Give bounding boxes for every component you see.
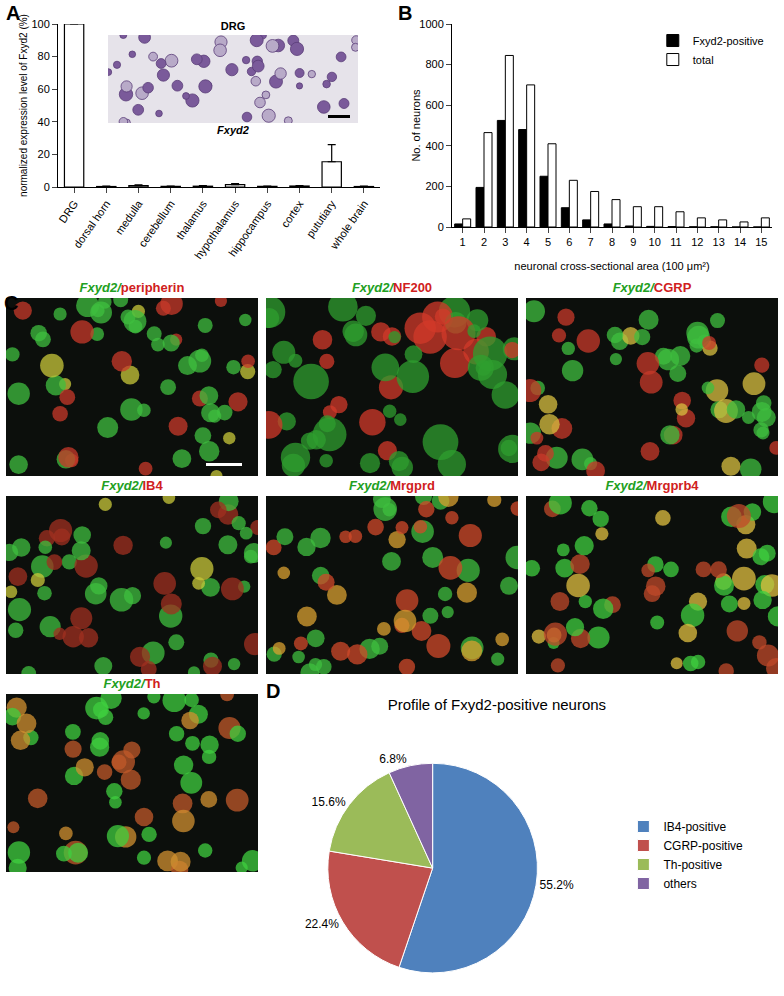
svg-text:0: 0	[438, 221, 444, 233]
svg-text:hippocampus: hippocampus	[226, 198, 274, 259]
svg-text:11: 11	[670, 236, 681, 248]
svg-text:400: 400	[425, 140, 443, 152]
svg-text:800: 800	[425, 58, 443, 70]
svg-text:7: 7	[588, 236, 594, 248]
svg-text:60: 60	[38, 83, 50, 95]
svg-text:hypothalamus: hypothalamus	[192, 198, 241, 261]
svg-text:whole brain: whole brain	[327, 198, 370, 252]
svg-text:Profile of Fxyd2-positive neur: Profile of Fxyd2-positive neurons	[388, 696, 606, 713]
html-text:Fxyd2/ CGRP: Fxyd2/ CGRP	[612, 280, 692, 295]
svg-text:IB4-positive: IB4-positive	[663, 820, 726, 834]
svg-text:0: 0	[44, 181, 50, 193]
svg-text:20: 20	[38, 148, 50, 160]
html-text:Fxyd2/ peripherin: Fxyd2/ peripherin	[79, 280, 185, 295]
svg-text:15: 15	[755, 236, 767, 248]
html-text:Fxyd2/ Th: Fxyd2/ Th	[103, 676, 161, 691]
svg-text:9: 9	[630, 236, 636, 248]
svg-text:5: 5	[545, 236, 551, 248]
svg-text:total: total	[693, 54, 714, 66]
svg-text:1000: 1000	[419, 18, 443, 30]
svg-text:Th-positive: Th-positive	[663, 858, 722, 872]
svg-text:14: 14	[734, 236, 746, 248]
html-text:A: A	[6, 2, 21, 24]
svg-text:4: 4	[524, 236, 530, 248]
svg-text:22.4%: 22.4%	[305, 917, 339, 931]
svg-text:neuronal cross-sectional area: neuronal cross-sectional area (100 μm²)	[514, 260, 709, 272]
html-text:DRG: DRG	[220, 20, 246, 32]
html-text:Fxyd2/ Mrgprb4: Fxyd2/ Mrgprb4	[605, 478, 699, 493]
svg-text:80: 80	[38, 50, 50, 62]
html-text:B: B	[398, 2, 413, 24]
svg-text:40: 40	[38, 116, 50, 128]
html-text:Fxyd2/ Mrgprd: Fxyd2/ Mrgprd	[349, 478, 435, 493]
html-text:C: C	[4, 292, 19, 314]
svg-text:thalamus: thalamus	[174, 198, 210, 242]
svg-text:55.2%: 55.2%	[540, 878, 574, 892]
svg-text:cerebellum: cerebellum	[136, 198, 177, 249]
svg-text:others: others	[663, 877, 696, 891]
html-text:Fxyd2: Fxyd2	[217, 124, 249, 136]
svg-text:No. of neurons: No. of neurons	[410, 89, 422, 162]
html-text:D: D	[266, 680, 281, 702]
svg-text:12: 12	[691, 236, 703, 248]
svg-text:dorsal horn: dorsal horn	[71, 198, 112, 250]
svg-text:DRG: DRG	[56, 198, 80, 225]
svg-text:6: 6	[566, 236, 572, 248]
svg-text:6.8%: 6.8%	[379, 752, 407, 766]
svg-text:pututiary: pututiary	[304, 198, 338, 240]
svg-text:200: 200	[425, 180, 443, 192]
svg-text:600: 600	[425, 99, 443, 111]
svg-text:8: 8	[609, 236, 615, 248]
svg-text:1: 1	[460, 236, 466, 248]
html-text:Fxyd2/ IB4: Fxyd2/ IB4	[101, 478, 163, 493]
svg-text:normalized expression level of: normalized expression level of Fxyd2 (%)	[18, 14, 29, 197]
svg-text:3: 3	[502, 236, 508, 248]
svg-text:2: 2	[481, 236, 487, 248]
svg-text:10: 10	[649, 236, 661, 248]
svg-text:CGRP-positive: CGRP-positive	[663, 839, 743, 853]
svg-text:Fxyd2-positive: Fxyd2-positive	[693, 35, 764, 47]
svg-text:13: 13	[713, 236, 725, 248]
svg-text:100: 100	[31, 18, 49, 30]
svg-text:15.6%: 15.6%	[312, 795, 346, 809]
svg-text:medulla: medulla	[113, 197, 145, 236]
html-text:Fxyd2/ NF200: Fxyd2/ NF200	[351, 280, 433, 295]
svg-text:cortex: cortex	[279, 198, 306, 230]
